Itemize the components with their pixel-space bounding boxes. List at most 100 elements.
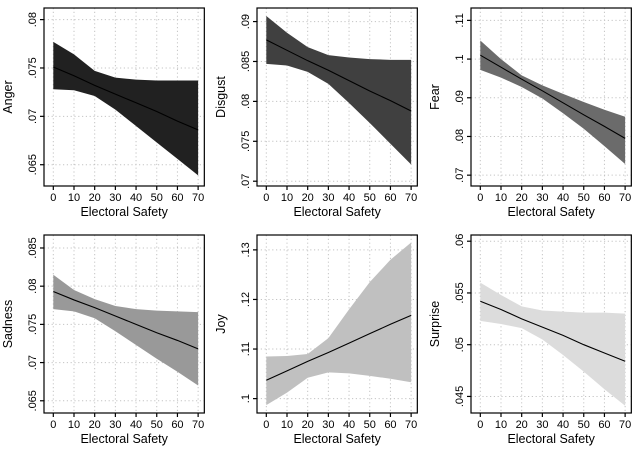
chart-svg-anger: 0 10 20 30 40 50 60 70 .065 .07 .075 .08 Anger Electo… (1, 7, 205, 219)
x-tick-label: 30 (109, 192, 121, 204)
x-tick-label: 60 (385, 419, 397, 431)
plot-frame (256, 7, 419, 187)
fit-line (53, 291, 199, 350)
x-tick-label: 0 (50, 192, 56, 204)
y-tick-label: .06 (454, 234, 466, 249)
x-tick-label: 0 (264, 192, 270, 204)
chart-svg-sadness: 0 10 20 30 40 50 60 70 .065 .07 .075 .08 .085 Sadness… (1, 234, 205, 446)
x-tick-label: 50 (364, 192, 376, 204)
confidence-band (266, 242, 412, 406)
x-tick-label: 50 (577, 419, 589, 431)
x-tick-label: 50 (151, 192, 163, 204)
plot-frame (470, 7, 632, 187)
x-tick-label: 70 (619, 419, 631, 431)
chart-svg-disgust: 0 10 20 30 40 50 60 70 .07 .075 .08 .085 .09 Disgust E… (214, 7, 419, 219)
x-tick-label: 10 (281, 419, 293, 431)
x-tick-label: 60 (171, 419, 183, 431)
x-tick-label: 50 (577, 192, 589, 204)
x-tick-label: 10 (68, 192, 80, 204)
confidence-band (53, 41, 199, 176)
y-tick-label: .065 (27, 390, 39, 411)
x-tick-label: 40 (343, 192, 355, 204)
confidence-band (479, 282, 625, 406)
y-tick-label: .07 (454, 168, 466, 183)
y-axis-title: Anger (1, 80, 15, 113)
x-tick-label: 30 (536, 192, 548, 204)
x-tick-label: 40 (557, 192, 569, 204)
y-tick-label: .075 (27, 57, 39, 78)
y-axis-title: Joy (214, 314, 228, 334)
x-tick-label: 20 (89, 419, 101, 431)
x-tick-label: 50 (151, 419, 163, 431)
chart-panel-disgust: 0 10 20 30 40 50 60 70 .07 .075 .08 .085 .09 Disgust E… (213, 0, 426, 227)
y-tick-label: .075 (240, 131, 252, 152)
y-axis-title: Fear (428, 84, 442, 110)
y-tick-label: .07 (240, 174, 252, 189)
x-tick-label: 70 (192, 419, 204, 431)
x-tick-label: 20 (89, 192, 101, 204)
x-tick-label: 10 (281, 192, 293, 204)
y-tick-label: .13 (240, 242, 252, 257)
x-tick-label: 10 (495, 192, 507, 204)
x-axis-title: Electoral Safety (507, 432, 595, 446)
x-axis-title: Electoral Safety (80, 432, 168, 446)
x-tick-label: 60 (171, 192, 183, 204)
x-tick-label: 40 (130, 419, 142, 431)
fit-line (479, 300, 625, 362)
x-axis-title: Electoral Safety (80, 205, 168, 219)
chart-panel-surprise: 0 10 20 30 40 50 60 70 .045 .05 .055 .06 Surprise Ele… (427, 227, 640, 454)
y-tick-label: .07 (27, 355, 39, 370)
y-tick-label: .085 (240, 51, 252, 72)
y-axis-title: Disgust (214, 76, 228, 118)
x-tick-label: 20 (515, 419, 527, 431)
x-tick-label: 0 (264, 419, 270, 431)
y-tick-label: .07 (27, 109, 39, 124)
y-tick-label: .08 (454, 129, 466, 144)
y-axis-title: Surprise (428, 301, 442, 348)
fit-line (266, 39, 412, 112)
x-tick-label: 30 (323, 419, 335, 431)
plot-frame (470, 234, 632, 414)
x-tick-label: 70 (619, 192, 631, 204)
plot-frame (43, 7, 205, 187)
y-tick-label: .075 (27, 314, 39, 335)
y-tick-label: .09 (240, 14, 252, 29)
chart-panel-joy: 0 10 20 30 40 50 60 70 .1 .11 .12 .13 Joy Electoral S… (213, 227, 426, 454)
confidence-band (266, 15, 412, 165)
x-tick-label: 70 (405, 192, 417, 204)
x-tick-label: 10 (68, 419, 80, 431)
confidence-band (53, 274, 199, 386)
chart-panel-sadness: 0 10 20 30 40 50 60 70 .065 .07 .075 .08 .085 Sadness… (0, 227, 213, 454)
chart-svg-fear: 0 10 20 30 40 50 60 70 .07 .08 .09 .1 .11 Fear Elector… (428, 7, 632, 219)
y-tick-label: .11 (240, 342, 252, 356)
x-tick-label: 40 (343, 419, 355, 431)
fit-line (479, 54, 626, 139)
y-tick-label: .05 (454, 337, 466, 352)
x-tick-label: 60 (598, 419, 610, 431)
y-tick-label: .085 (27, 237, 39, 258)
x-tick-label: 30 (536, 419, 548, 431)
y-tick-label: .12 (240, 292, 252, 307)
y-tick-label: .08 (240, 94, 252, 109)
x-tick-label: 30 (323, 192, 335, 204)
y-tick-label: .055 (454, 282, 466, 303)
x-tick-label: 0 (477, 192, 483, 204)
x-tick-label: 40 (557, 419, 569, 431)
x-tick-label: 0 (477, 419, 483, 431)
y-tick-label: .08 (27, 12, 39, 27)
fit-line (266, 314, 412, 381)
x-tick-label: 10 (495, 419, 507, 431)
x-tick-label: 20 (302, 192, 314, 204)
x-tick-label: 70 (405, 419, 417, 431)
y-tick-label: .1 (454, 54, 466, 63)
x-axis-title: Electoral Safety (294, 432, 382, 446)
x-tick-label: 70 (192, 192, 204, 204)
plot-frame (256, 234, 419, 414)
x-tick-label: 20 (515, 192, 527, 204)
x-tick-label: 20 (302, 419, 314, 431)
x-tick-label: 60 (385, 192, 397, 204)
x-tick-label: 50 (364, 419, 376, 431)
y-tick-label: .045 (454, 386, 466, 407)
chart-panel-anger: 0 10 20 30 40 50 60 70 .065 .07 .075 .08 Anger Electo… (0, 0, 213, 227)
